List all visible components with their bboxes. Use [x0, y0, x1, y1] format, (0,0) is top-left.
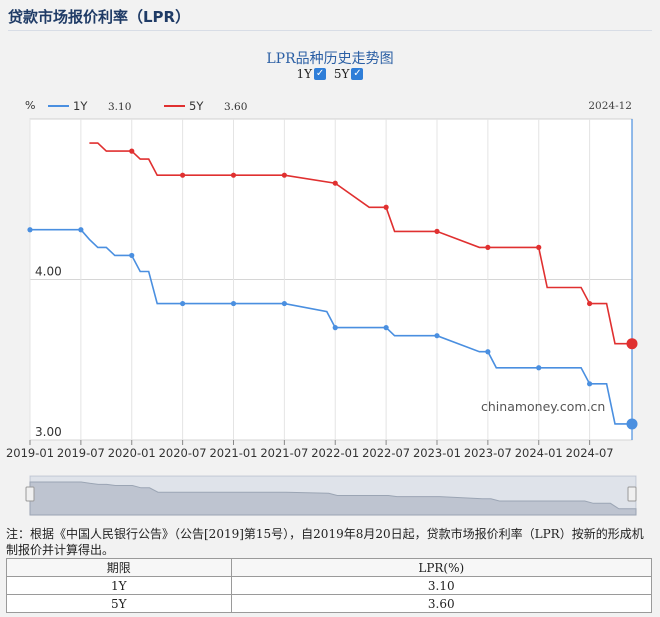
range-navigator[interactable]: [25, 475, 637, 516]
x-tick-label: 2024-07: [566, 446, 614, 460]
series-line-5y: [89, 142, 632, 345]
table-row: 5Y 3.60: [6, 594, 653, 613]
navigator-selection: [30, 476, 636, 515]
table-cell-term: 5Y: [6, 594, 232, 613]
navigator-handle-right[interactable]: [627, 486, 637, 502]
toggle-5y[interactable]: 5Y ✓: [334, 67, 364, 81]
x-tick-label: 2023-01: [413, 446, 461, 460]
title-divider: [8, 30, 652, 31]
data-point-5y: [434, 228, 440, 234]
data-point-5y: [485, 244, 491, 250]
data-point-5y: [230, 172, 237, 178]
table-cell-rate: 3.10: [230, 576, 653, 595]
checkbox-5y[interactable]: ✓: [351, 68, 364, 80]
table-header-row: 期限 LPR(%): [6, 558, 653, 577]
y-tick-label: 3.00: [35, 425, 62, 439]
x-tick-label: 2019-07: [57, 446, 105, 460]
checkbox-1y[interactable]: ✓: [314, 68, 327, 80]
grid: [29, 119, 633, 441]
x-tick-label: 2020-07: [159, 446, 207, 460]
data-point-1y: [383, 325, 389, 331]
data-point-5y: [626, 338, 638, 350]
data-point-1y: [434, 333, 440, 339]
data-point-1y: [626, 418, 638, 430]
navigator-series-area: [29, 481, 637, 516]
toggle-1y-label: 1Y: [296, 67, 313, 81]
data-point-5y: [129, 148, 135, 154]
y-tick-label: 4.00: [35, 265, 62, 279]
x-tick-label: 2023-07: [464, 446, 512, 460]
x-tick-label: 2021-07: [260, 446, 308, 460]
chart-title: LPR品种历史走势图: [266, 51, 394, 67]
series-line-1y: [30, 228, 632, 425]
data-point-1y: [78, 227, 84, 233]
legend-name-1y: 1Y: [73, 99, 88, 113]
page-title: 贷款市场报价利率（LPR）: [8, 8, 191, 26]
data-point-5y: [180, 172, 186, 178]
hover-date-label: 2024-12: [588, 100, 632, 112]
table-header-term: 期限: [6, 558, 232, 577]
x-tick-label: 2020-01: [108, 446, 156, 460]
table-cell-term: 1Y: [6, 576, 232, 595]
toggle-5y-label: 5Y: [333, 67, 350, 81]
legend: 1Y 3.10 5Y 3.60: [48, 99, 247, 113]
x-tick-label: 2024-01: [515, 446, 563, 460]
legend-value-5y: 3.60: [224, 101, 247, 113]
data-point-1y: [536, 365, 542, 371]
footnote: 注：根据《中国人民银行公告》（公告[2019]第15号），自2019年8月20日…: [6, 527, 644, 557]
table-cell-rate: 3.60: [230, 594, 653, 613]
data-point-1y: [129, 252, 135, 259]
legend-value-1y: 3.10: [108, 101, 131, 113]
data-point-1y: [27, 227, 33, 233]
data-point-5y: [281, 172, 287, 178]
data-point-5y: [332, 180, 338, 186]
x-tick-label: 2022-07: [362, 446, 410, 460]
series-toggles: 1Y ✓ 5Y ✓: [0, 67, 660, 81]
data-point-1y: [180, 300, 186, 307]
data-point-1y: [230, 300, 237, 307]
legend-name-5y: 5Y: [189, 99, 204, 113]
navigator-handle-left[interactable]: [25, 486, 35, 502]
toggle-1y[interactable]: 1Y ✓: [297, 67, 327, 81]
watermark: chinamoney.com.cn: [481, 399, 605, 414]
data-point-5y: [536, 244, 542, 250]
x-tick-label: 2021-01: [209, 446, 257, 460]
x-tick-label: 2022-01: [311, 446, 359, 460]
data-point-5y: [383, 204, 389, 210]
data-point-1y: [281, 300, 287, 307]
data-point-1y: [485, 349, 491, 355]
x-tick-label: 2019-01: [6, 446, 54, 460]
data-point-1y: [587, 381, 593, 387]
data-point-5y: [587, 300, 593, 307]
table-header-rate: LPR(%): [230, 558, 653, 577]
series-lines: [30, 142, 632, 425]
lpr-table: 期限 LPR(%) 1Y 3.10 5Y 3.60: [6, 558, 653, 613]
table-row: 1Y 3.10: [6, 576, 653, 595]
y-axis-unit: %: [25, 99, 35, 112]
data-point-1y: [332, 325, 338, 331]
series-markers: [27, 148, 638, 430]
